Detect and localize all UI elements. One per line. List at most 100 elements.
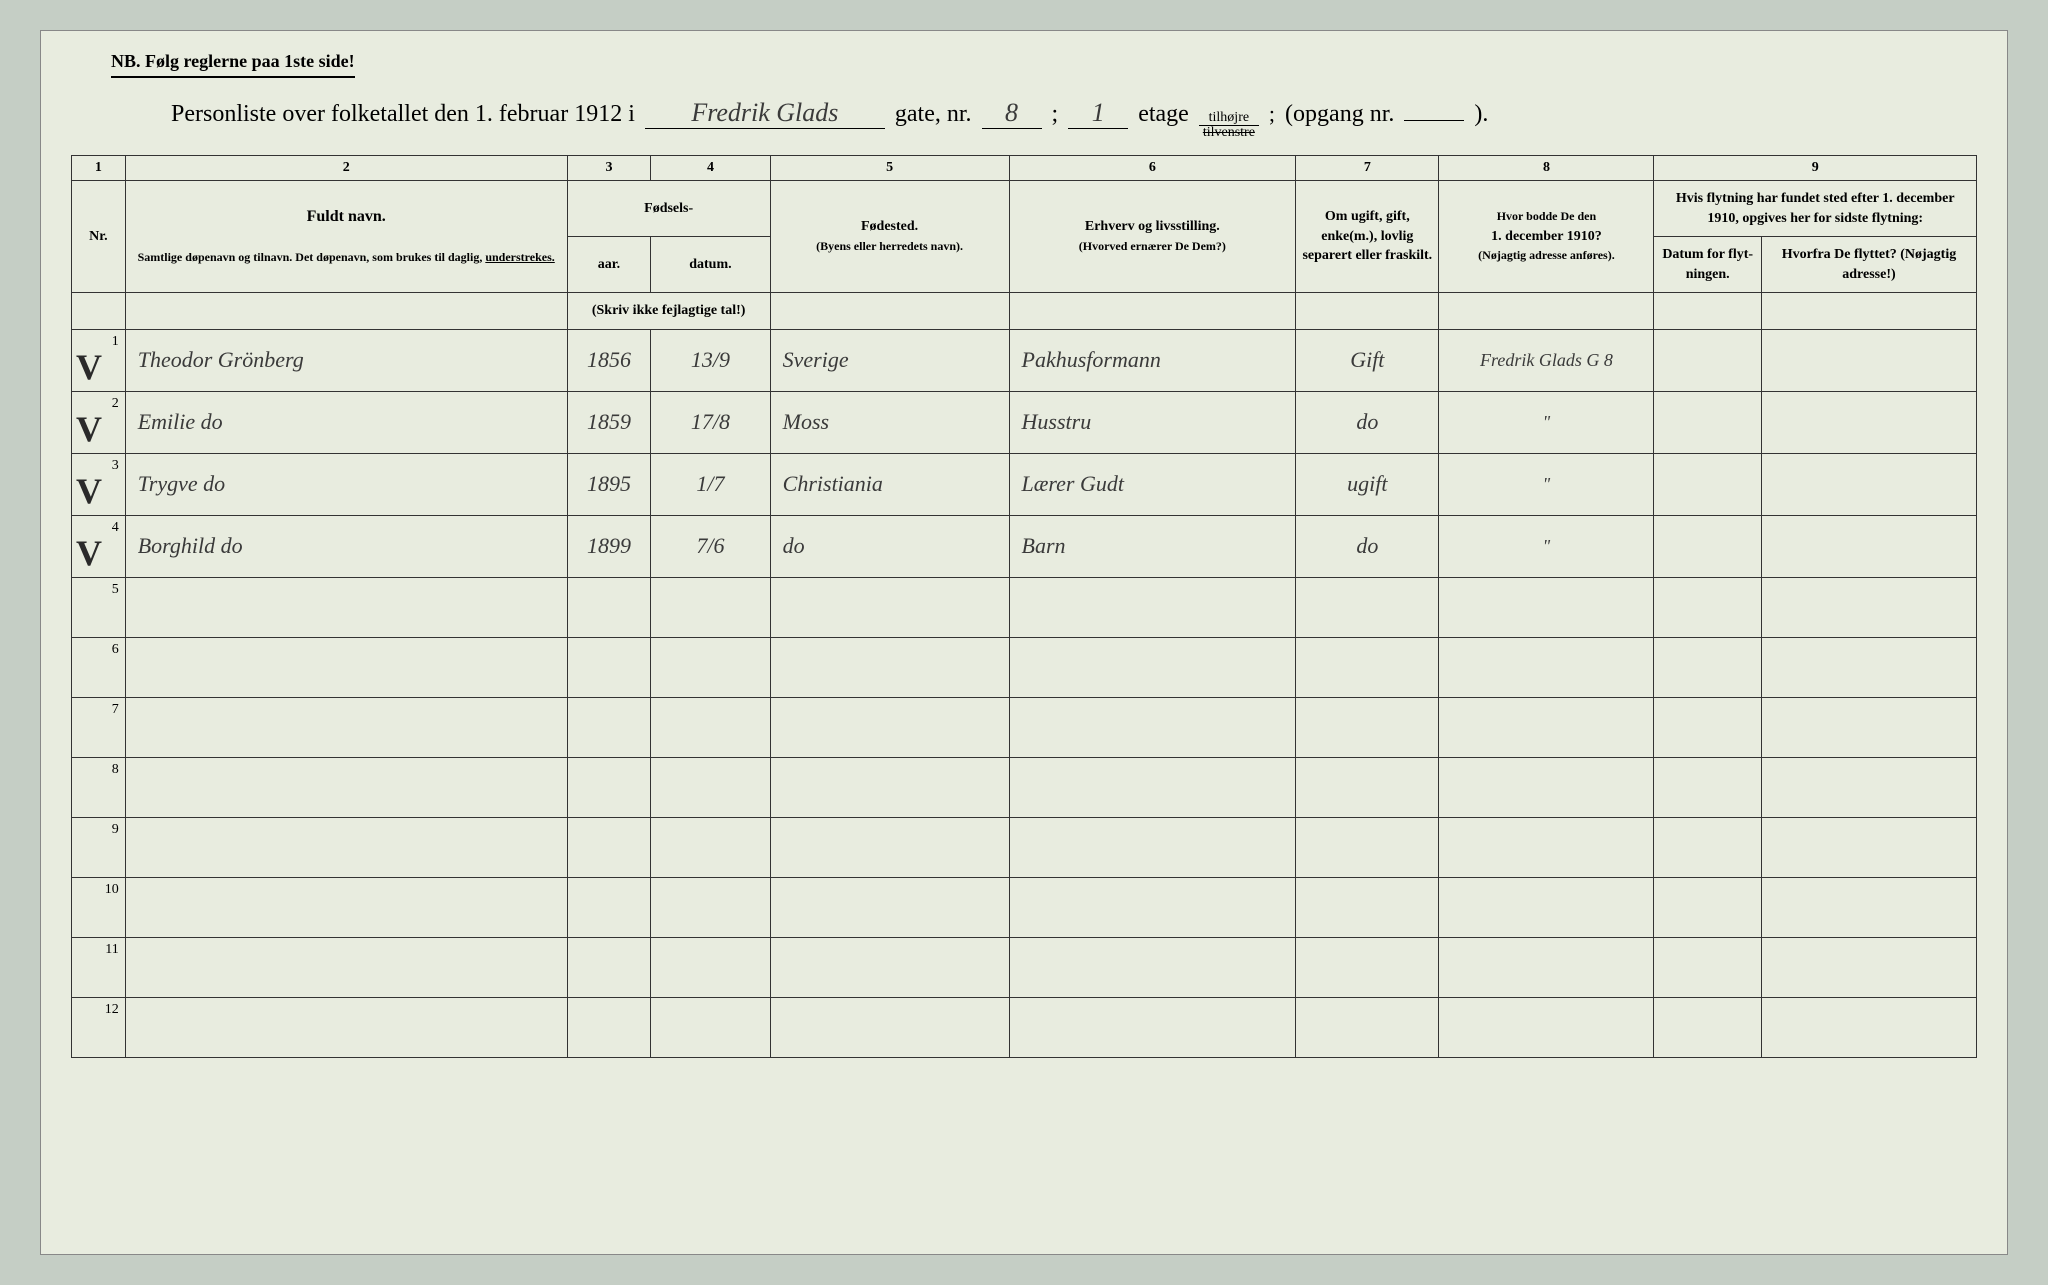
hdr-flytning: Hvis flytning har fundet sted efter 1. d… [1654, 181, 1977, 237]
checkmark-icon: V [76, 408, 102, 450]
hdr-aar: aar. [567, 237, 651, 293]
table-row: 5 [72, 577, 1977, 637]
cell-name: Emilie do [125, 391, 567, 453]
coln-5: 5 [770, 156, 1009, 181]
etage-label: etage [1138, 101, 1189, 128]
cell-flyt-fra [1761, 515, 1976, 577]
coln-7: 7 [1296, 156, 1439, 181]
hdr-bodde: Hvor bodde De den 1. december 1910? (Nøj… [1439, 181, 1654, 293]
coln-2: 2 [125, 156, 567, 181]
hdr-flyt-dat: Datum for flyt-ningen. [1654, 237, 1761, 293]
row-number: 9 [72, 817, 126, 877]
cell-name: Theodor Grönberg [125, 329, 567, 391]
semicolon: ; [1052, 101, 1059, 128]
table-row: 1 Theodor Grönberg 1856 13/9 Sverige Pak… [72, 329, 1977, 391]
side-fraction: tilhøjre tilvenstre [1199, 111, 1259, 140]
cell-status: do [1296, 515, 1439, 577]
cell-flyt-dat [1654, 453, 1761, 515]
checkmark-icon: V [76, 532, 102, 574]
table-body: 1 Theodor Grönberg 1856 13/9 Sverige Pak… [72, 329, 1977, 1057]
table-row: 8 [72, 757, 1977, 817]
table-row: 12 [72, 997, 1977, 1057]
cell-datum: 17/8 [651, 391, 770, 453]
cell-status: ugift [1296, 453, 1439, 515]
row-number: 10 [72, 877, 126, 937]
cell-flyt-dat [1654, 329, 1761, 391]
cell-aar: 1899 [567, 515, 651, 577]
cell-aar: 1856 [567, 329, 651, 391]
cell-flyt-fra [1761, 453, 1976, 515]
table-row: 11 [72, 937, 1977, 997]
header-row-3: (Skriv ikke fejlagtige tal!) [72, 293, 1977, 330]
cell-status: do [1296, 391, 1439, 453]
coln-3: 3 [567, 156, 651, 181]
checkmark-icon: V [76, 346, 102, 388]
title-line: Personliste over folketallet den 1. febr… [171, 98, 1977, 140]
nb-notice: NB. Følg reglerne paa 1ste side! [111, 51, 355, 78]
coln-8: 8 [1439, 156, 1654, 181]
row-number: 11 [72, 937, 126, 997]
checkmark-icon: V [76, 470, 102, 512]
cell-aar: 1895 [567, 453, 651, 515]
hdr-datum: datum. [651, 237, 770, 293]
cell-status: Gift [1296, 329, 1439, 391]
col-number-row: 1 2 3 4 5 6 7 8 9 [72, 156, 1977, 181]
gate-nr: 8 [982, 98, 1042, 129]
row-number: 8 [72, 757, 126, 817]
tilhojre: tilhøjre [1199, 111, 1259, 126]
table-row: 4 Borghild do 1899 7/6 do Barn do " [72, 515, 1977, 577]
hdr-status: Om ugift, gift, enke(m.), lovlig separer… [1296, 181, 1439, 293]
row-number: 6 [72, 637, 126, 697]
cell-sted: do [770, 515, 1009, 577]
cell-sted: Moss [770, 391, 1009, 453]
hdr-navn: Fuldt navn. Samtlige døpenavn og tilnavn… [125, 181, 567, 293]
row-number: 7 [72, 697, 126, 757]
hdr-fodsels: Fødsels- [567, 181, 770, 237]
cell-erhverv: Husstru [1009, 391, 1296, 453]
tilvenstre: tilvenstre [1199, 126, 1259, 140]
cell-sted: Christiania [770, 453, 1009, 515]
cell-bodde: " [1439, 391, 1654, 453]
census-form-page: NB. Følg reglerne paa 1ste side! Personl… [40, 30, 2008, 1255]
census-table: 1 2 3 4 5 6 7 8 9 Nr. Fuldt navn. Samtli… [71, 155, 1977, 1058]
table-row: 9 [72, 817, 1977, 877]
cell-aar: 1859 [567, 391, 651, 453]
cell-flyt-fra [1761, 329, 1976, 391]
hdr-skriv-ikke: (Skriv ikke fejlagtige tal!) [567, 293, 770, 330]
hdr-fodested: Fødested. (Byens eller herredets navn). [770, 181, 1009, 293]
cell-sted: Sverige [770, 329, 1009, 391]
cell-flyt-dat [1654, 515, 1761, 577]
cell-name: Borghild do [125, 515, 567, 577]
coln-1: 1 [72, 156, 126, 181]
floor-nr: 1 [1068, 98, 1128, 129]
cell-datum: 1/7 [651, 453, 770, 515]
cell-flyt-dat [1654, 391, 1761, 453]
hdr-navn-bold: Fuldt navn. [307, 208, 386, 225]
table-row: 2 Emilie do 1859 17/8 Moss Husstru do " [72, 391, 1977, 453]
table-row: 3 Trygve do 1895 1/7 Christiania Lærer G… [72, 453, 1977, 515]
cell-datum: 13/9 [651, 329, 770, 391]
header-row-1: Nr. Fuldt navn. Samtlige døpenavn og til… [72, 181, 1977, 237]
cell-bodde: Fredrik Glads G 8 [1439, 329, 1654, 391]
hdr-nr: Nr. [72, 181, 126, 293]
row-number: 5 [72, 577, 126, 637]
table-row: 7 [72, 697, 1977, 757]
cell-bodde: " [1439, 515, 1654, 577]
cell-erhverv: Lærer Gudt [1009, 453, 1296, 515]
hdr-flyt-fra: Hvorfra De flyttet? (Nøjagtig adresse!) [1761, 237, 1976, 293]
coln-4: 4 [651, 156, 770, 181]
row-number: 12 [72, 997, 126, 1057]
coln-9: 9 [1654, 156, 1977, 181]
hdr-erhverv: Erhverv og livsstilling. (Hvorved ernære… [1009, 181, 1296, 293]
title-prefix: Personliste over folketallet den 1. febr… [171, 101, 635, 128]
cell-flyt-fra [1761, 391, 1976, 453]
close-paren: ). [1474, 101, 1488, 128]
cell-erhverv: Pakhusformann [1009, 329, 1296, 391]
gate-nr-label: gate, nr. [895, 101, 972, 128]
cell-datum: 7/6 [651, 515, 770, 577]
table-row: 10 [72, 877, 1977, 937]
coln-6: 6 [1009, 156, 1296, 181]
cell-bodde: " [1439, 453, 1654, 515]
cell-name: Trygve do [125, 453, 567, 515]
street-name: Fredrik Glads [645, 98, 885, 129]
